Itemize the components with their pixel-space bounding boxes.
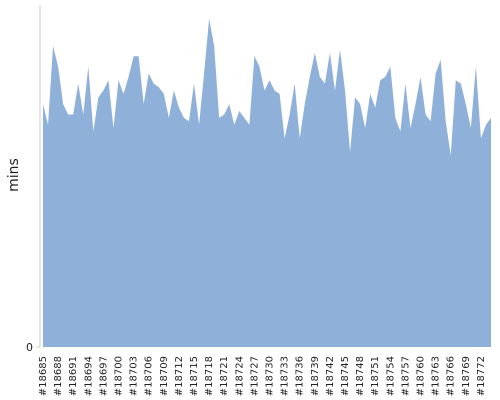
x-tick-label: #18760 [416, 356, 427, 396]
area [43, 18, 491, 348]
x-tick-label: #18715 [189, 356, 200, 396]
x-tick-label: #18745 [340, 356, 351, 396]
x-tick-label: #18697 [98, 356, 109, 396]
x-tick-label: #18772 [476, 356, 487, 396]
x-tick-label: #18754 [385, 356, 396, 396]
x-tick-label: #18718 [204, 356, 215, 396]
y-tick-label: 0 [26, 341, 33, 354]
x-tick-label: #18688 [53, 356, 64, 396]
x-tick-label: #18724 [234, 356, 245, 396]
x-tick-label: #18712 [174, 356, 185, 396]
x-tick-label: #18748 [355, 356, 366, 396]
y-axis-label: mins [6, 158, 22, 192]
x-tick-label: #18763 [431, 356, 442, 396]
x-tick-label: #18751 [370, 356, 381, 396]
x-tick-label: #18703 [129, 356, 140, 396]
x-tick-label: #18766 [446, 356, 457, 396]
x-tick-label: #18700 [114, 356, 125, 396]
x-tick-label: #18709 [159, 356, 170, 396]
x-tick-label: #18685 [38, 356, 49, 396]
x-tick-label: #18742 [325, 356, 336, 396]
x-tick-label: #18706 [144, 356, 155, 396]
x-tick-label: #18721 [219, 356, 230, 396]
x-tick-label: #18736 [295, 356, 306, 396]
x-tick-label: #18730 [265, 356, 276, 396]
x-tick-label: #18757 [400, 356, 411, 396]
x-tick-label: #18739 [310, 356, 321, 396]
x-tick-label: #18733 [280, 356, 291, 396]
x-tick-label: #18694 [83, 356, 94, 396]
x-tick-label: #18691 [68, 356, 79, 396]
x-tick-label: #18727 [249, 356, 260, 396]
x-tick-label: #18769 [461, 356, 472, 396]
